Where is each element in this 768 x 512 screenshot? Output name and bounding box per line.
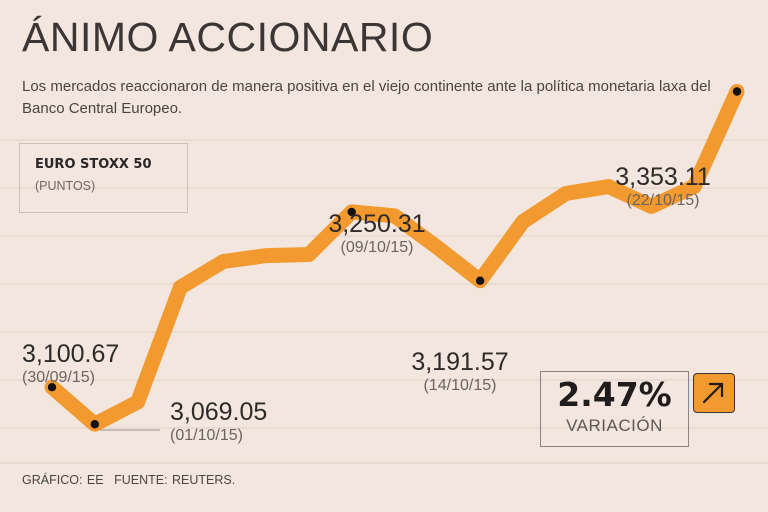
data-label-22-10: 3,353.11 (22/10/15) bbox=[608, 163, 718, 211]
gridlines bbox=[0, 139, 768, 464]
data-point-marker bbox=[47, 383, 57, 392]
data-label-14-10: 3,191.57 (14/10/15) bbox=[405, 348, 515, 396]
legend-box: EURO STOXX 50 (PUNTOS) bbox=[19, 143, 188, 213]
variation-value: 2.47% bbox=[557, 375, 672, 414]
data-label-date: (14/10/15) bbox=[423, 377, 497, 394]
data-point-marker bbox=[732, 87, 742, 96]
footer-source: FUENTE: REUTERS. bbox=[114, 473, 236, 487]
data-label-date: (09/10/15) bbox=[340, 239, 414, 256]
legend-series-name: EURO STOXX 50 bbox=[35, 157, 152, 172]
series-line bbox=[44, 84, 745, 432]
arrow-up-right-icon bbox=[693, 373, 735, 413]
legend-unit: (PUNTOS) bbox=[35, 179, 96, 193]
data-label-value: 3,191.57 bbox=[411, 348, 509, 376]
data-label-value: 3,250.31 bbox=[328, 210, 426, 238]
data-label-value: 3,100.67 bbox=[22, 340, 120, 368]
variation-box: 2.47% VARIACIÓN bbox=[540, 371, 689, 447]
arrow-up-right-glyph bbox=[702, 382, 724, 404]
data-point-marker bbox=[347, 207, 356, 217]
data-label-date: (01/10/15) bbox=[170, 427, 243, 444]
chart-title: ÁNIMO ACCIONARIO bbox=[22, 14, 434, 60]
data-markers bbox=[47, 87, 742, 429]
data-label-value: 3,069.05 bbox=[170, 398, 268, 426]
footer-credits: GRÁFICO: EE FUENTE: REUTERS. bbox=[22, 473, 235, 487]
variation-label: VARIACIÓN bbox=[566, 416, 663, 435]
data-label-date: (30/09/15) bbox=[22, 369, 95, 386]
footer-credit: GRÁFICO: EE bbox=[22, 473, 104, 487]
data-point-marker bbox=[475, 276, 485, 285]
chart-subtitle: Los mercados reaccionaron de manera posi… bbox=[22, 78, 711, 117]
data-point-marker bbox=[90, 420, 100, 429]
data-label-01-10: 3,069.05 (01/10/15) bbox=[170, 398, 267, 446]
data-label-09-10: 3,250.31 (09/10/15) bbox=[322, 210, 432, 258]
data-label-date: (22/10/15) bbox=[626, 192, 700, 209]
data-label-30-09: 3,100.67 (30/09/15) bbox=[22, 340, 119, 388]
data-label-value: 3,353.11 bbox=[615, 163, 711, 191]
